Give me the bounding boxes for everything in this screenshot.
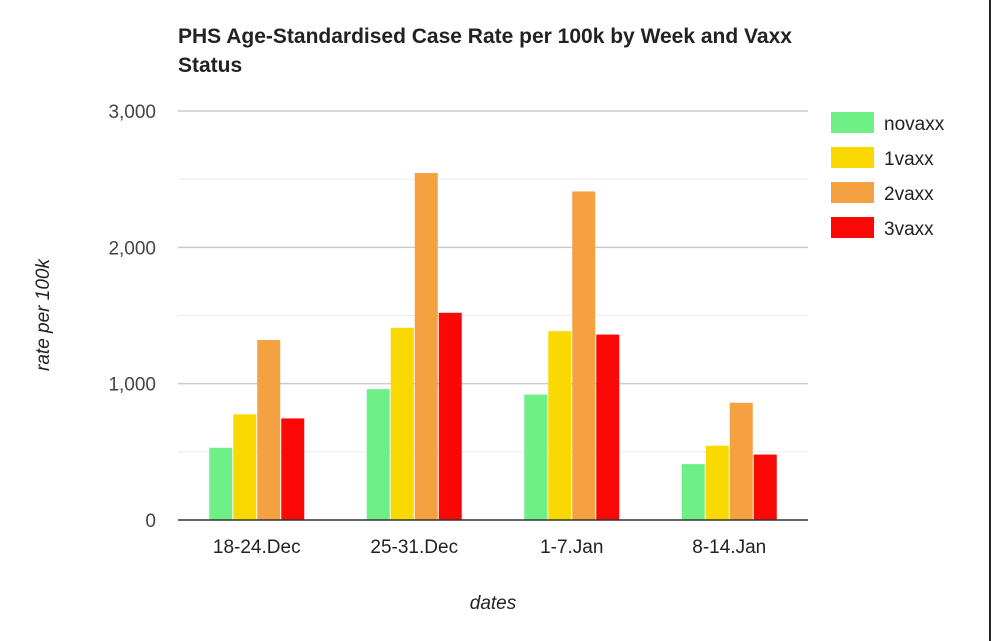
bar-1vaxx (390, 327, 414, 520)
legend-swatch-1vaxx (831, 147, 874, 168)
bar-novaxx (681, 464, 705, 520)
x-tick-label: 25-31.Dec (370, 537, 458, 558)
legend-label-2vaxx: 2vaxx (884, 184, 934, 205)
y-axis-title: rate per 100k (33, 258, 54, 371)
bar-3vaxx (596, 334, 620, 520)
legend-swatch-3vaxx (831, 217, 874, 238)
bar-2vaxx (414, 173, 438, 520)
bar-novaxx (209, 447, 233, 520)
bar-novaxx (524, 394, 548, 520)
x-tick-label: 18-24.Dec (213, 537, 301, 558)
bar-3vaxx (753, 454, 777, 520)
bar-1vaxx (233, 414, 257, 520)
y-tick-label: 1,000 (108, 375, 156, 396)
bar-2vaxx (257, 340, 281, 520)
bar-1vaxx (548, 331, 572, 520)
bar-novaxx (366, 389, 390, 520)
legend-swatch-2vaxx (831, 182, 874, 203)
bar-3vaxx (438, 312, 462, 520)
legend-label-novaxx: novaxx (884, 114, 945, 135)
x-tick-label: 8-14.Jan (692, 537, 766, 558)
bar-3vaxx (281, 418, 305, 520)
chart-title: PHS Age-Standardised Case Rate per 100k … (178, 25, 792, 77)
bar-2vaxx (729, 402, 753, 520)
frame-border (989, 0, 991, 641)
x-axis-title: dates (470, 593, 517, 614)
y-tick-label: 0 (145, 511, 156, 532)
legend-swatch-novaxx (831, 112, 874, 133)
x-tick-label: 1-7.Jan (540, 537, 603, 558)
y-tick-label: 2,000 (108, 238, 156, 259)
legend-label-3vaxx: 3vaxx (884, 219, 934, 240)
legend-label-1vaxx: 1vaxx (884, 149, 934, 170)
y-tick-label: 3,000 (108, 102, 156, 123)
bar-2vaxx (572, 191, 596, 521)
bar-1vaxx (705, 445, 729, 520)
